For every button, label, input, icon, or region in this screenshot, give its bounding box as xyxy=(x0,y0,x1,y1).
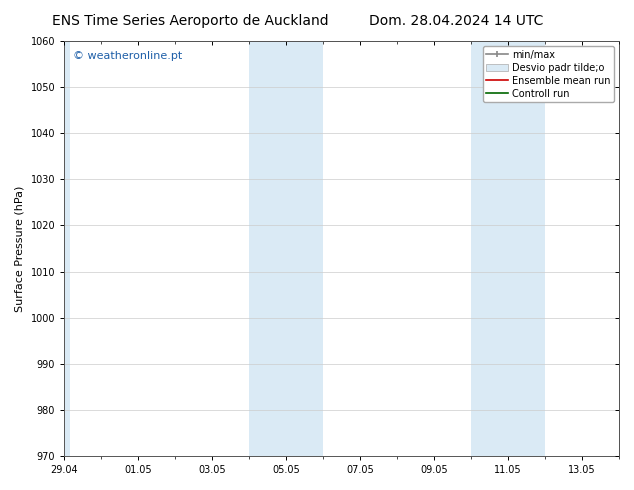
Bar xyxy=(286,41,323,456)
Bar xyxy=(62,41,70,456)
Y-axis label: Surface Pressure (hPa): Surface Pressure (hPa) xyxy=(15,185,25,312)
Bar xyxy=(508,41,545,456)
Bar xyxy=(471,41,508,456)
Text: ENS Time Series Aeroporto de Auckland: ENS Time Series Aeroporto de Auckland xyxy=(52,14,328,28)
Legend: min/max, Desvio padr tilde;o, Ensemble mean run, Controll run: min/max, Desvio padr tilde;o, Ensemble m… xyxy=(482,46,614,102)
Text: Dom. 28.04.2024 14 UTC: Dom. 28.04.2024 14 UTC xyxy=(369,14,544,28)
Bar xyxy=(249,41,286,456)
Text: © weatheronline.pt: © weatheronline.pt xyxy=(72,51,182,61)
